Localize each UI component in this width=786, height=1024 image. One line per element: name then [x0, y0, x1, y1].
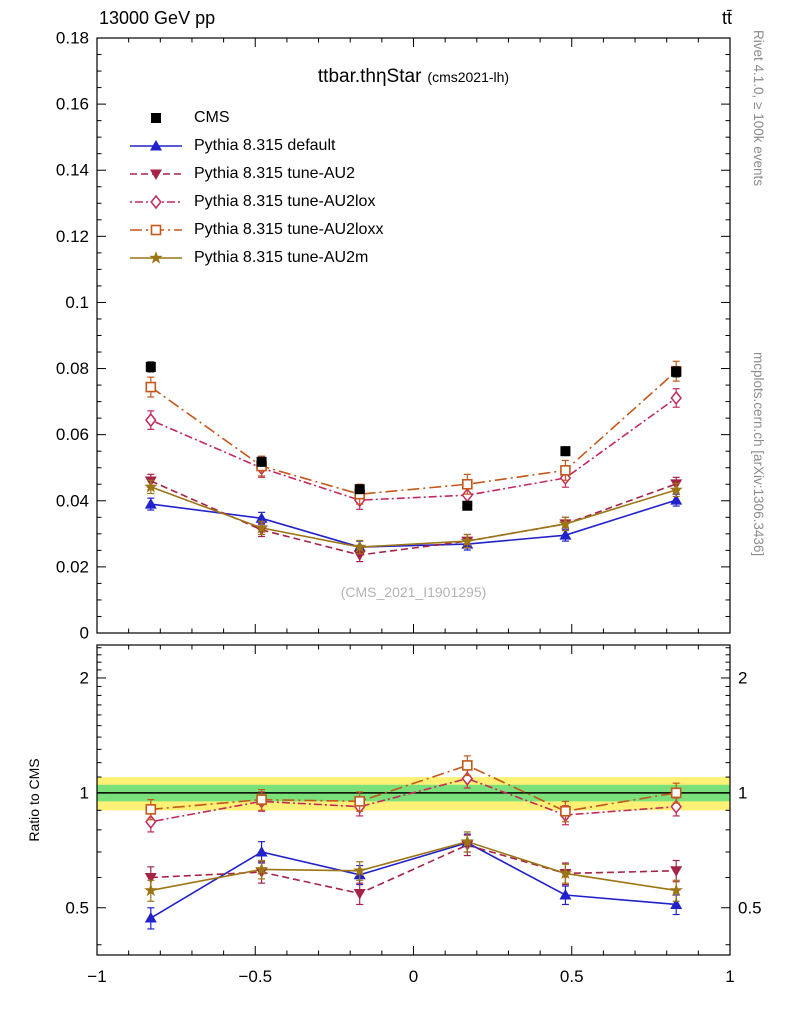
- svg-text:0: 0: [80, 624, 89, 643]
- svg-text:0.5: 0.5: [65, 898, 89, 917]
- svg-text:0.04: 0.04: [56, 491, 89, 510]
- svg-text:0.5: 0.5: [738, 898, 762, 917]
- analysis-watermark: (CMS_2021_I1901295): [340, 584, 487, 600]
- svg-text:1: 1: [738, 783, 747, 802]
- svg-text:2: 2: [80, 668, 89, 687]
- svg-text:−1: −1: [87, 967, 106, 986]
- legend-sample: [130, 194, 182, 210]
- legend-label: Pythia 8.315 tune-AU2lox: [194, 193, 376, 210]
- svg-text:0: 0: [409, 967, 418, 986]
- svg-text:1: 1: [725, 967, 734, 986]
- legend: CMS Pythia 8.315 default Pythia 8.315 tune…: [128, 104, 383, 272]
- legend-item: Pythia 8.315 tune-AU2loxx: [128, 216, 383, 244]
- process-label: tt̄: [721, 8, 732, 28]
- svg-text:0.18: 0.18: [56, 29, 89, 48]
- legend-label: Pythia 8.315 tune-AU2loxx: [194, 221, 384, 238]
- svg-text:−0.5: −0.5: [238, 967, 272, 986]
- legend-sample: [130, 140, 182, 151]
- svg-text:0.12: 0.12: [56, 227, 89, 246]
- legend-sample: [151, 113, 161, 123]
- legend-sample: [130, 251, 182, 264]
- svg-text:1: 1: [80, 783, 89, 802]
- legend-item: Pythia 8.315 tune-AU2m: [128, 244, 383, 272]
- legend-label: Pythia 8.315 tune-AU2m: [194, 249, 369, 266]
- svg-text:0.5: 0.5: [560, 967, 584, 986]
- svg-text:0.14: 0.14: [56, 161, 89, 180]
- legend-label: Pythia 8.315 tune-AU2: [194, 165, 355, 182]
- svg-text:0.02: 0.02: [56, 557, 89, 576]
- legend-item: Pythia 8.315 tune-AU2: [128, 160, 383, 188]
- svg-text:0.08: 0.08: [56, 359, 89, 378]
- legend-sample: [130, 224, 182, 236]
- svg-text:0.06: 0.06: [56, 425, 89, 444]
- legend-item: Pythia 8.315 default: [128, 132, 383, 160]
- legend-sample: [130, 169, 182, 180]
- beam-energy-label: 13000 GeV pp: [99, 8, 216, 28]
- plot-title-main: ttbar.thηStar: [317, 66, 422, 87]
- legend-label: Pythia 8.315 default: [194, 137, 336, 154]
- svg-text:0.1: 0.1: [65, 293, 89, 312]
- legend-item: Pythia 8.315 tune-AU2lox: [128, 188, 383, 216]
- legend-label: CMS: [194, 109, 230, 126]
- svg-text:0.16: 0.16: [56, 95, 89, 114]
- svg-text:2: 2: [738, 668, 747, 687]
- plot-title: ttbar.thηStar (cms2021-lh): [97, 66, 730, 88]
- legend-item: CMS: [128, 104, 383, 132]
- plot-title-sub: (cms2021-lh): [427, 69, 510, 85]
